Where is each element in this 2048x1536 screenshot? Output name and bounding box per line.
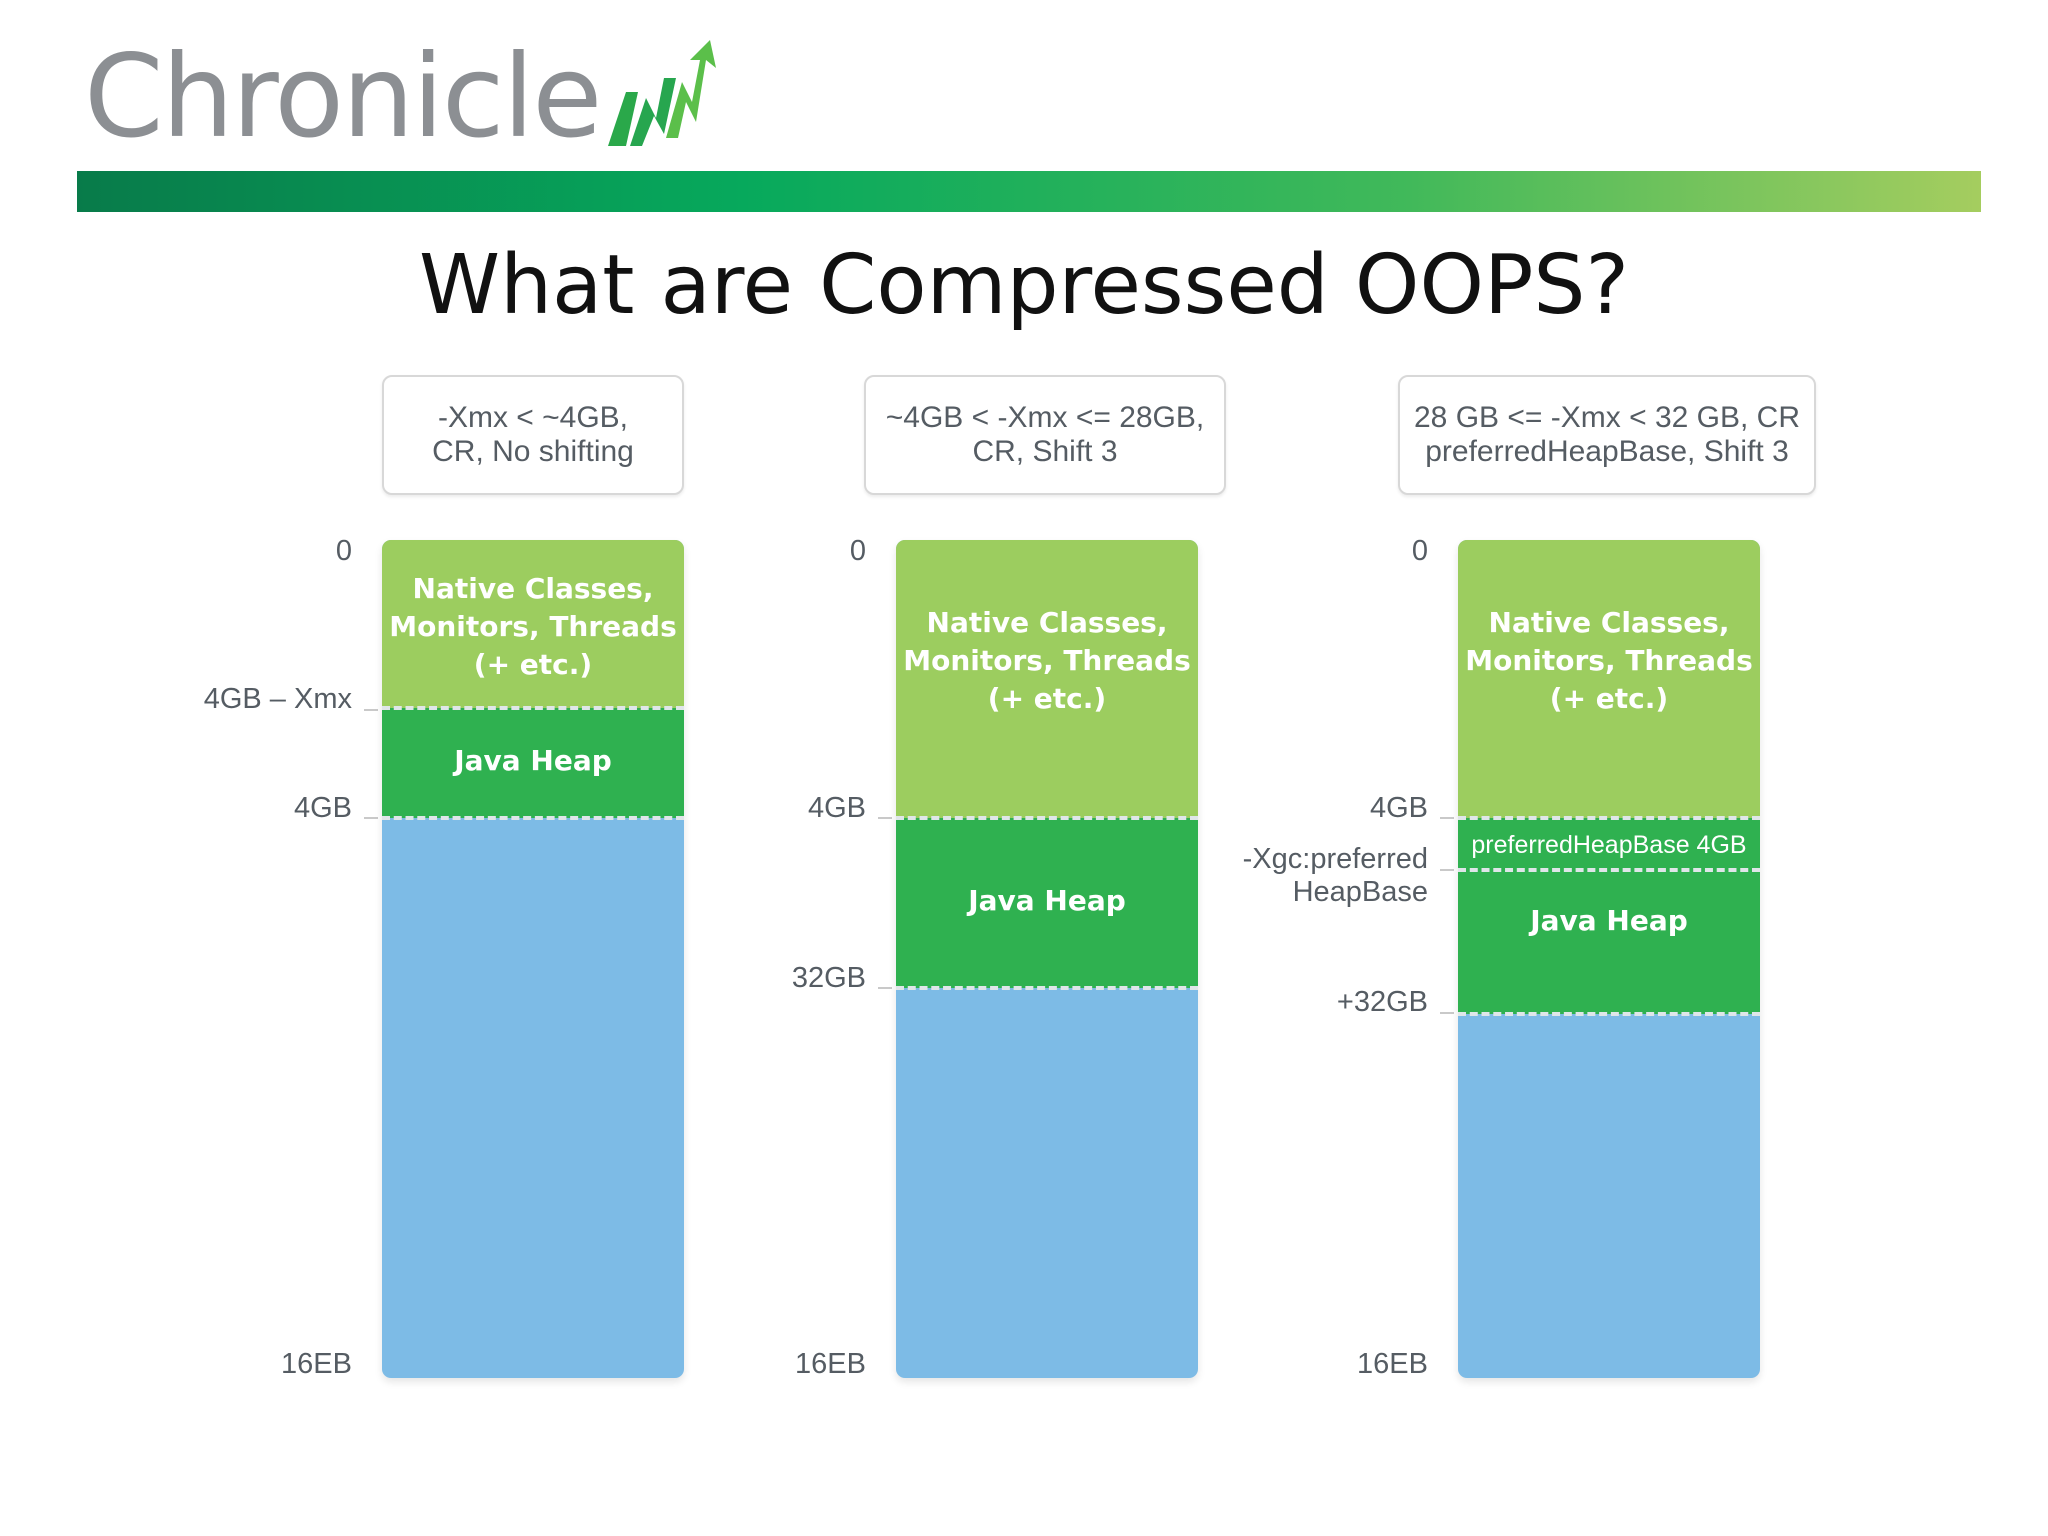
column-3-marker-top: 0 [1411,535,1428,567]
column-1-marker-heap-end: 4GB [293,792,352,824]
column-2-divider-heap-end [896,986,1198,990]
column-3-native-segment: Native Classes, Monitors, Threads (+ etc… [1458,540,1760,818]
column-3-header: 28 GB <= -Xmx < 32 GB, CR preferredHeapB… [1398,375,1816,495]
column-1-java-heap-label: Java Heap [454,744,612,777]
column-2-marker-heap-start: 4GB [807,792,866,824]
column-1-java-heap-segment: Java Heap [382,708,684,818]
column-1-marker-heap-start: 4GB – Xmx [203,683,352,715]
column-3-java-heap-segment: preferredHeapBase 4GB Java Heap [1458,818,1760,1014]
column-3-marker-bottom: 16EB [1357,1348,1428,1380]
column-3-native-label: Native Classes, Monitors, Threads (+ etc… [1465,606,1753,715]
column-2-marker-top: 0 [849,535,866,567]
column-2-marker-heap-end: 32GB [791,962,866,994]
column-2-marker-bottom: 16EB [795,1348,866,1380]
column-1-address-space: Native Classes, Monitors, Threads (+ etc… [382,540,684,1378]
column-3-heap-base-label: preferredHeapBase 4GB [1471,831,1747,859]
column-1-native-segment: Native Classes, Monitors, Threads (+ etc… [382,540,684,708]
column-3-divider-heap-base [1458,868,1760,872]
column-3-divider-heap-end [1458,1012,1760,1016]
column-3-tick-heap-base [1440,869,1454,871]
column-3-marker-heap-start: 4GB [1369,792,1428,824]
column-1-tick-heap-start [364,709,378,711]
column-1-marker-top: 0 [335,535,352,567]
column-2-java-heap-label: Java Heap [968,884,1126,917]
column-3-address-space: Native Classes, Monitors, Threads (+ etc… [1458,540,1760,1378]
column-3-header-line-2: preferredHeapBase, Shift 3 [1425,435,1789,468]
column-1-marker-bottom: 16EB [281,1348,352,1380]
column-2-header: ~4GB < -Xmx <= 28GB, CR, Shift 3 [864,375,1226,495]
logo-text: Chronicle [84,30,602,163]
column-2-header-line-1: ~4GB < -Xmx <= 28GB, [885,401,1205,434]
slide-title: What are Compressed OOPS? [418,238,1630,333]
column-3-tick-heap-end [1440,1012,1454,1014]
column-1-tick-heap-end [364,817,378,819]
column-2-native-segment: Native Classes, Monitors, Threads (+ etc… [896,540,1198,818]
column-2-tick-heap-end [878,987,892,989]
column-2-java-heap-segment: Java Heap [896,818,1198,988]
column-3-marker-heap-end: +32GB [1336,986,1428,1018]
header-banner [77,171,1981,212]
column-2-header-line-2: CR, Shift 3 [972,435,1118,468]
column-3-divider-heap-start [1458,816,1760,820]
column-2-tick-heap-start [878,817,892,819]
column-1-divider-heap-end [382,816,684,820]
column-2-address-space: Native Classes, Monitors, Threads (+ etc… [896,540,1198,1378]
column-2-native-label: Native Classes, Monitors, Threads (+ etc… [903,606,1191,715]
column-1-native-label: Native Classes, Monitors, Threads (+ etc… [389,572,677,681]
column-1-header: -Xmx < ~4GB, CR, No shifting [382,375,684,495]
chronicle-logo: Chronicle [84,38,724,154]
column-3-java-heap-label: Java Heap [1530,904,1688,937]
column-1-divider-heap-start [382,706,684,710]
column-3-header-line-1: 28 GB <= -Xmx < 32 GB, CR [1414,401,1800,434]
rising-chart-arrow-icon [608,40,717,146]
column-3-tick-heap-start [1440,817,1454,819]
column-3-marker-heap-base: -Xgc:preferred HeapBase [1242,843,1428,908]
column-1-header-line-2: CR, No shifting [432,435,634,468]
column-2-divider-heap-start [896,816,1198,820]
column-1-header-line-1: -Xmx < ~4GB, [437,401,629,434]
